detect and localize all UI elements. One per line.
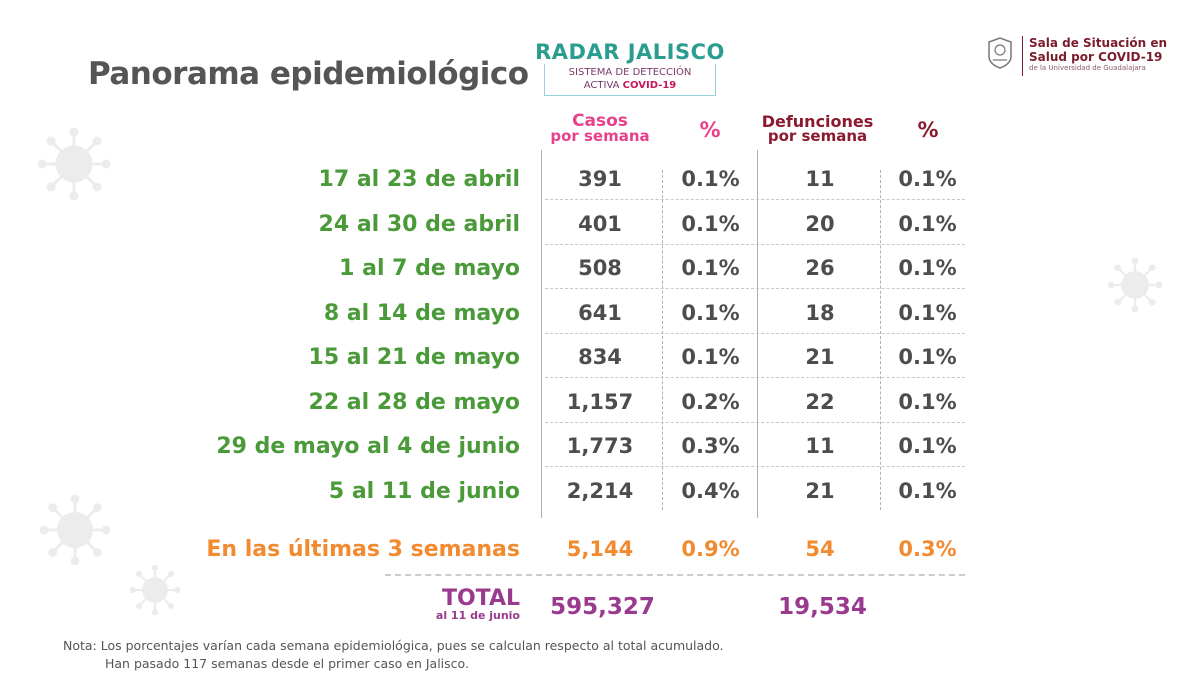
cases-pct-cell: 0.1% [681, 167, 740, 191]
last-3-weeks-cases: 5,144 [566, 537, 634, 561]
row-divider [545, 466, 965, 467]
deaths-cell: 26 [805, 256, 835, 280]
cases-cell: 834 [578, 345, 622, 369]
deaths-pct-cell: 0.1% [898, 345, 957, 369]
virus-icon [130, 565, 180, 615]
footnote-line1: Nota: Los porcentajes varían cada semana… [63, 638, 724, 653]
header-cases-line2: por semana [550, 127, 650, 145]
radar-subtitle: SISTEMA DE DETECCIÓN ACTIVA COVID-19 [544, 64, 716, 96]
udg-logo: Sala de Situación en Salud por COVID-19 … [985, 36, 1185, 76]
week-label: 8 al 14 de mayo [323, 301, 520, 326]
deaths-pct-cell: 0.1% [898, 256, 957, 280]
deaths-cell: 18 [805, 301, 835, 325]
logo-divider [1022, 36, 1023, 76]
table-row: 22 al 28 de mayo 1,157 0.2% 22 0.1% [0, 378, 1200, 423]
header-deaths-line2: por semana [767, 127, 868, 145]
cases-pct-cell: 0.2% [681, 390, 740, 414]
total-date: al 11 de junio [435, 609, 520, 622]
deaths-cell: 21 [805, 345, 835, 369]
row-divider [545, 422, 965, 423]
column-divider-deaths [757, 150, 758, 518]
week-label: 15 al 21 de mayo [308, 345, 520, 370]
column-divider-pct1 [662, 170, 663, 510]
last-3-weeks-deaths-pct: 0.3% [898, 537, 957, 561]
cases-pct-cell: 0.1% [681, 256, 740, 280]
cases-pct-cell: 0.1% [681, 345, 740, 369]
week-label: 29 de mayo al 4 de junio [216, 434, 520, 459]
virus-icon [1108, 258, 1162, 312]
logo-line2: Salud por COVID-19 [1029, 50, 1163, 64]
deaths-pct-cell: 0.1% [898, 390, 957, 414]
week-label: 22 al 28 de mayo [308, 390, 520, 415]
last-3-weeks-row: En las últimas 3 semanas 5,144 0.9% 54 0… [0, 525, 1200, 569]
row-divider [545, 333, 965, 334]
row-divider [545, 288, 965, 289]
footnote: Nota: Los porcentajes varían cada semana… [63, 637, 724, 673]
column-divider-pct2 [880, 170, 881, 510]
row-divider [545, 244, 965, 245]
radar-jalisco-logo: RADAR JALISCO SISTEMA DE DETECCIÓN ACTIV… [535, 40, 725, 96]
deaths-pct-cell: 0.1% [898, 434, 957, 458]
table-row: 29 de mayo al 4 de junio 1,773 0.3% 11 0.1% [0, 422, 1200, 467]
table-row: 8 al 14 de mayo 641 0.1% 18 0.1% [0, 289, 1200, 334]
total-deaths: 19,534 [778, 594, 867, 620]
last-3-weeks-label: En las últimas 3 semanas [206, 537, 520, 562]
cases-cell: 1,157 [566, 390, 634, 414]
radar-line1: SISTEMA DE DETECCIÓN [568, 67, 692, 78]
header-deaths-line1: Defunciones [761, 112, 874, 131]
header-deaths-pct: % [917, 118, 939, 142]
row-divider [545, 199, 965, 200]
deaths-cell: 21 [805, 479, 835, 503]
week-label: 5 al 11 de junio [328, 479, 520, 504]
footnote-line2: Han pasado 117 semanas desde el primer c… [105, 656, 469, 671]
deaths-pct-cell: 0.1% [898, 167, 957, 191]
logo-line3: de la Universidad de Guadalajara [1029, 64, 1146, 72]
cases-cell: 2,214 [566, 479, 634, 503]
total-title: TOTAL [441, 586, 520, 611]
deaths-cell: 11 [805, 167, 835, 191]
total-cases: 595,327 [550, 594, 655, 620]
week-label: 24 al 30 de abril [318, 212, 520, 237]
deaths-pct-cell: 0.1% [898, 212, 957, 236]
last-3-weeks-cases-pct: 0.9% [681, 537, 740, 561]
virus-icon [38, 128, 110, 200]
deaths-cell: 20 [805, 212, 835, 236]
table-row: 15 al 21 de mayo 834 0.1% 21 0.1% [0, 333, 1200, 378]
cases-pct-cell: 0.3% [681, 434, 740, 458]
cases-cell: 401 [578, 212, 622, 236]
deaths-pct-cell: 0.1% [898, 479, 957, 503]
total-separator [385, 574, 965, 576]
page-title: Panorama epidemiológico [88, 56, 529, 92]
radar-line2: ACTIVA COVID-19 [583, 80, 677, 91]
deaths-cell: 22 [805, 390, 835, 414]
row-divider [545, 377, 965, 378]
radar-name: RADAR JALISCO [535, 40, 725, 64]
table-row: 24 al 30 de abril 401 0.1% 20 0.1% [0, 200, 1200, 245]
cases-cell: 391 [578, 167, 622, 191]
cases-pct-cell: 0.1% [681, 301, 740, 325]
total-label: TOTAL al 11 de junio [410, 588, 520, 622]
column-divider-cases [541, 150, 542, 518]
cases-cell: 641 [578, 301, 622, 325]
university-seal-icon [988, 37, 1012, 69]
last-3-weeks-deaths: 54 [805, 537, 835, 561]
header-cases-line1: Casos [572, 111, 628, 131]
cases-pct-cell: 0.4% [681, 479, 740, 503]
virus-icon [40, 495, 110, 565]
table-row: 17 al 23 de abril 391 0.1% 11 0.1% [0, 155, 1200, 200]
cases-cell: 1,773 [566, 434, 634, 458]
cases-cell: 508 [578, 256, 622, 280]
deaths-pct-cell: 0.1% [898, 301, 957, 325]
week-label: 1 al 7 de mayo [339, 256, 520, 281]
table-row: 5 al 11 de junio 2,214 0.4% 21 0.1% [0, 467, 1200, 511]
week-label: 17 al 23 de abril [318, 167, 520, 192]
header-cases-pct: % [699, 118, 721, 142]
header-deaths: Defunciones por semana [755, 114, 880, 144]
header-cases: Casos por semana [540, 111, 660, 145]
cases-pct-cell: 0.1% [681, 212, 740, 236]
table-row: 1 al 7 de mayo 508 0.1% 26 0.1% [0, 244, 1200, 289]
logo-line1: Sala de Situación en [1029, 36, 1168, 50]
deaths-cell: 11 [805, 434, 835, 458]
